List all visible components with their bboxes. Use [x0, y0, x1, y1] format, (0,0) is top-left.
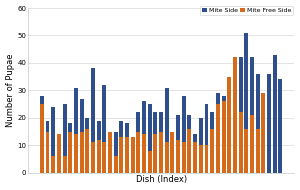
- Bar: [176, 115, 180, 173]
- Bar: [222, 101, 226, 173]
- Bar: [165, 88, 169, 173]
- Bar: [261, 96, 265, 173]
- Bar: [74, 134, 78, 173]
- Bar: [227, 120, 231, 173]
- Bar: [125, 137, 129, 173]
- Bar: [114, 131, 118, 173]
- Bar: [80, 131, 84, 173]
- Bar: [142, 101, 146, 173]
- Bar: [91, 68, 95, 173]
- Bar: [74, 88, 78, 173]
- Bar: [136, 131, 140, 173]
- Bar: [68, 123, 72, 173]
- Bar: [227, 77, 231, 173]
- Bar: [238, 57, 243, 173]
- Bar: [119, 137, 123, 173]
- Bar: [131, 137, 135, 173]
- Bar: [63, 104, 67, 173]
- Bar: [199, 145, 203, 173]
- Bar: [68, 131, 72, 173]
- Bar: [102, 142, 106, 173]
- Bar: [205, 145, 208, 173]
- Bar: [57, 134, 61, 173]
- Bar: [119, 120, 123, 173]
- Bar: [199, 118, 203, 173]
- Bar: [238, 112, 243, 173]
- Bar: [63, 156, 67, 173]
- Bar: [148, 151, 152, 173]
- Bar: [256, 129, 260, 173]
- Bar: [85, 118, 89, 173]
- Bar: [153, 112, 158, 173]
- Bar: [165, 142, 169, 173]
- Bar: [273, 55, 277, 173]
- Bar: [210, 129, 214, 173]
- Bar: [131, 137, 135, 173]
- Bar: [57, 140, 61, 173]
- Bar: [46, 131, 50, 173]
- Bar: [233, 57, 237, 173]
- Bar: [170, 131, 174, 173]
- Bar: [244, 33, 248, 173]
- Bar: [267, 74, 271, 173]
- Y-axis label: Number of Pupae: Number of Pupae: [6, 54, 15, 127]
- Bar: [216, 93, 220, 173]
- Bar: [261, 93, 265, 173]
- Bar: [159, 131, 163, 173]
- Bar: [40, 104, 44, 173]
- Bar: [91, 142, 95, 173]
- Bar: [182, 96, 186, 173]
- Bar: [233, 77, 237, 173]
- X-axis label: Dish (Index): Dish (Index): [136, 175, 187, 184]
- Bar: [216, 104, 220, 173]
- Bar: [170, 137, 174, 173]
- Bar: [193, 134, 197, 173]
- Legend: Mite Side, Mite Free Side: Mite Side, Mite Free Side: [200, 6, 293, 15]
- Bar: [210, 112, 214, 173]
- Bar: [46, 120, 50, 173]
- Bar: [142, 134, 146, 173]
- Bar: [188, 115, 191, 173]
- Bar: [256, 74, 260, 173]
- Bar: [40, 96, 44, 173]
- Bar: [108, 131, 112, 173]
- Bar: [182, 142, 186, 173]
- Bar: [205, 104, 208, 173]
- Bar: [148, 104, 152, 173]
- Bar: [193, 142, 197, 173]
- Bar: [176, 140, 180, 173]
- Bar: [51, 156, 55, 173]
- Bar: [188, 129, 191, 173]
- Bar: [136, 112, 140, 173]
- Bar: [250, 57, 254, 173]
- Bar: [51, 107, 55, 173]
- Bar: [278, 79, 282, 173]
- Bar: [244, 129, 248, 173]
- Bar: [250, 115, 254, 173]
- Bar: [97, 120, 101, 173]
- Bar: [80, 99, 84, 173]
- Bar: [159, 112, 163, 173]
- Bar: [97, 140, 101, 173]
- Bar: [108, 134, 112, 173]
- Bar: [85, 129, 89, 173]
- Bar: [222, 96, 226, 173]
- Bar: [125, 123, 129, 173]
- Bar: [102, 85, 106, 173]
- Bar: [153, 134, 158, 173]
- Bar: [114, 156, 118, 173]
